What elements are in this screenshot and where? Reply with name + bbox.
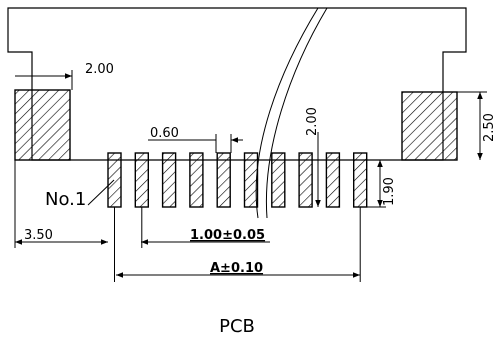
dim-span-label: A±0.10 [210, 261, 263, 276]
right-solder-pad [401, 91, 458, 161]
dim-pitch-label: 1.00±0.05 [190, 228, 265, 243]
left-solder-pad [14, 89, 71, 161]
dim-3-50-label: 3.50 [24, 228, 53, 243]
dim-0-60-label: 0.60 [150, 126, 179, 141]
contact-pad [216, 152, 231, 208]
contact-pad [271, 152, 286, 208]
contact-pad [189, 152, 204, 208]
contact-pad [161, 152, 177, 208]
contact-pad-group [107, 152, 368, 282]
contact-pad [353, 152, 368, 208]
no-1-label: No.1 [45, 189, 86, 210]
contact-pad [134, 152, 150, 208]
pcb-caption: PCB [219, 316, 255, 337]
break-line-right [265, 7, 328, 219]
contact-pad [243, 152, 259, 208]
contact-pad [325, 152, 341, 208]
dim-2-00-left-label: 2.00 [85, 62, 114, 77]
dim-2-50-label: 2.50 [482, 113, 496, 142]
no-1-leader [87, 179, 115, 206]
connector-housing-outline [7, 7, 467, 161]
dim-1-90-label: 1.90 [382, 177, 397, 206]
contact-pad [298, 152, 313, 208]
dim-2-00-vertical-label: 2.00 [305, 107, 320, 136]
contact-pad [107, 152, 122, 208]
